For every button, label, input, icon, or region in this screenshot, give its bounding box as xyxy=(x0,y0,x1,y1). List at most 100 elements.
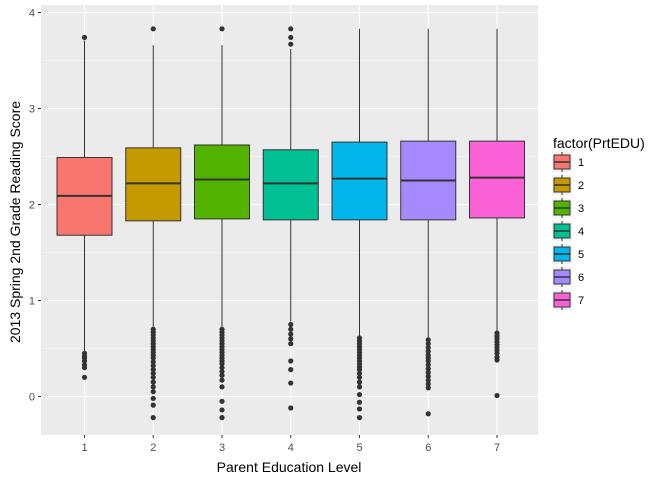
box-group-6 xyxy=(400,28,457,417)
outlier-point xyxy=(425,373,431,379)
box-group-4 xyxy=(262,26,319,411)
outlier-point xyxy=(425,358,431,364)
outlier-point xyxy=(288,367,294,373)
box-4 xyxy=(262,149,319,221)
outlier-point xyxy=(494,392,500,399)
outlier-point xyxy=(81,365,88,371)
legend-label: 7 xyxy=(578,295,584,307)
outlier-point xyxy=(81,374,88,380)
plot-panel xyxy=(41,5,538,435)
legend-item-5: 5 xyxy=(552,244,584,264)
outlier-point xyxy=(288,380,294,386)
outlier-point xyxy=(150,379,156,385)
legend-label: 2 xyxy=(578,180,584,192)
x-axis-title: Parent Education Level xyxy=(217,459,362,475)
outlier-point xyxy=(356,391,363,398)
legend-item-6: 6 xyxy=(552,267,584,287)
outlier-point xyxy=(81,34,88,41)
legend-label: 4 xyxy=(578,226,584,238)
outlier-point xyxy=(425,366,431,372)
box-group-3 xyxy=(194,26,250,421)
outlier-point xyxy=(150,415,156,421)
outlier-point xyxy=(219,407,225,413)
outlier-point xyxy=(425,381,431,387)
outlier-point xyxy=(356,406,363,412)
outlier-point xyxy=(219,26,225,32)
outlier-point xyxy=(425,377,431,383)
outlier-point xyxy=(219,372,225,378)
x-tick-label: 1 xyxy=(81,442,87,454)
outlier-point xyxy=(150,389,156,395)
outlier-point xyxy=(288,336,294,342)
outlier-point xyxy=(219,377,225,383)
outlier-point xyxy=(150,26,156,32)
outlier-point xyxy=(425,344,431,351)
outlier-point xyxy=(150,359,156,365)
outlier-point xyxy=(219,415,225,421)
outlier-point xyxy=(356,384,363,390)
outlier-point xyxy=(288,405,294,411)
y-tick-label: 2 xyxy=(29,200,35,212)
outlier-point xyxy=(288,26,294,32)
outlier-point xyxy=(81,358,88,364)
box-group-7 xyxy=(469,28,525,399)
x-axis: 1 2 3 4 5 6 7 xyxy=(81,435,500,454)
x-tick-label: 5 xyxy=(356,442,362,454)
outlier-point xyxy=(288,41,294,47)
outlier-point xyxy=(219,398,225,404)
legend-item-3: 3 xyxy=(552,198,584,218)
outlier-point xyxy=(425,385,431,391)
outlier-point xyxy=(150,374,156,380)
outlier-point xyxy=(150,370,156,377)
y-axis: 0 1 2 3 4 xyxy=(29,8,41,404)
outlier-point xyxy=(425,362,431,368)
outlier-point xyxy=(150,384,156,390)
outlier-point xyxy=(219,361,225,367)
outlier-point xyxy=(219,365,225,371)
outlier-point xyxy=(219,368,225,375)
outlier-point xyxy=(150,363,156,369)
outlier-point xyxy=(288,321,294,328)
outlier-point xyxy=(425,348,431,354)
outlier-point xyxy=(494,350,500,356)
outlier-point xyxy=(288,341,294,347)
box-5 xyxy=(331,141,388,221)
legend-item-1: 1 xyxy=(552,152,584,172)
outlier-point xyxy=(150,367,156,373)
legend-item-4: 4 xyxy=(552,221,584,241)
outlier-point xyxy=(150,355,156,361)
box-group-2 xyxy=(125,26,182,421)
legend-label: 1 xyxy=(578,157,584,169)
outlier-point xyxy=(356,415,363,421)
x-tick-label: 4 xyxy=(288,442,294,454)
outlier-point xyxy=(219,384,225,390)
outlier-point xyxy=(425,369,431,376)
x-tick-label: 2 xyxy=(150,442,156,454)
legend: factor(PrtEDU) 1 2 3 4 5 6 7 xyxy=(552,135,645,310)
box-3 xyxy=(194,144,250,220)
outlier-point xyxy=(288,331,294,337)
outlier-point xyxy=(356,379,363,385)
y-tick-label: 1 xyxy=(29,296,35,308)
outlier-point xyxy=(425,411,431,417)
legend-item-2: 2 xyxy=(552,175,584,195)
y-tick-label: 4 xyxy=(29,8,35,20)
outlier-point xyxy=(288,326,294,332)
legend-item-7: 7 xyxy=(552,290,584,310)
legend-label: 5 xyxy=(578,249,584,261)
outlier-point xyxy=(356,399,363,405)
legend-title: factor(PrtEDU) xyxy=(553,135,645,151)
outlier-point xyxy=(288,34,294,41)
outlier-point xyxy=(494,357,500,363)
outlier-point xyxy=(425,337,431,343)
box-group-1 xyxy=(56,34,113,380)
y-tick-label: 0 xyxy=(29,392,35,404)
outlier-point xyxy=(356,374,363,380)
y-tick-label: 3 xyxy=(29,104,35,116)
legend-label: 3 xyxy=(578,203,584,215)
y-axis-title: 2013 Spring 2nd Grade Reading Score xyxy=(7,101,23,343)
box-group-5 xyxy=(331,28,388,421)
box-7 xyxy=(469,140,525,219)
